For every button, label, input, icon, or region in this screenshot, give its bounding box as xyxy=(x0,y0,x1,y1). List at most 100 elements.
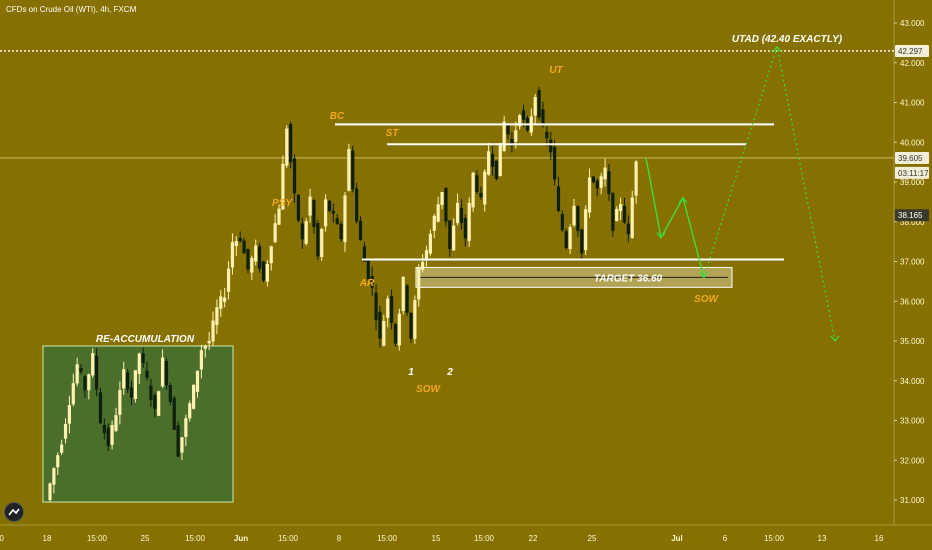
candle-body xyxy=(281,163,285,210)
projection-arrowhead xyxy=(830,335,840,343)
candle-body xyxy=(87,374,91,391)
candle-body xyxy=(106,427,110,447)
price-label-text: 38.165 xyxy=(898,211,923,220)
price-tick-label: 43.000 xyxy=(900,19,925,28)
candle-body xyxy=(599,176,603,188)
candle-body xyxy=(576,206,580,232)
candle-body xyxy=(168,385,172,403)
candle-body xyxy=(386,298,390,318)
annotation-label: PSY xyxy=(272,198,293,209)
projection-arrowhead xyxy=(699,271,709,279)
candle-body xyxy=(568,227,572,250)
candle-body xyxy=(184,418,188,437)
time-tick-label: 22 xyxy=(529,534,538,543)
tradingview-logo-icon[interactable] xyxy=(4,502,24,522)
candle-body xyxy=(129,387,134,398)
candle-body xyxy=(362,246,367,262)
candle-body xyxy=(424,250,429,259)
candle-body xyxy=(405,285,409,313)
candle-body xyxy=(595,180,599,189)
candle-body xyxy=(199,350,203,370)
price-tick-label: 34.000 xyxy=(900,377,925,386)
candle-body xyxy=(607,171,611,195)
candle-body xyxy=(320,229,324,257)
candle-body xyxy=(230,242,235,268)
candle-body xyxy=(370,276,374,288)
annotation-label: BC xyxy=(330,111,345,122)
candle-body xyxy=(141,353,145,364)
time-tick-label: Jun xyxy=(234,534,248,543)
candle-body xyxy=(537,90,541,118)
candle-body xyxy=(48,483,52,501)
candle-body xyxy=(250,257,254,273)
price-tick-label: 40.000 xyxy=(900,138,925,147)
candle-body xyxy=(258,246,262,269)
price-tick-label: 42.000 xyxy=(900,59,925,68)
time-tick-label: 16 xyxy=(875,534,884,543)
annotation-label: ST xyxy=(386,128,400,139)
candle-body xyxy=(67,405,72,424)
price-tick-label: 33.000 xyxy=(900,417,925,426)
time-tick-label: 13 xyxy=(818,534,827,543)
candle-body xyxy=(285,128,289,166)
time-tick-label: 25 xyxy=(588,534,597,543)
candle-body xyxy=(83,376,87,391)
annotation-label: SOW xyxy=(694,294,719,305)
candle-body xyxy=(211,320,215,342)
candle-body xyxy=(409,313,413,339)
candle-body xyxy=(417,267,421,300)
candle-body xyxy=(343,195,347,243)
candle-body xyxy=(292,158,297,194)
candle-body xyxy=(323,199,328,227)
candle-body xyxy=(502,121,506,151)
candle-body xyxy=(238,238,242,242)
candle-body xyxy=(327,200,332,211)
candle-body xyxy=(157,391,161,416)
candle-body xyxy=(572,205,576,226)
price-tick-label: 35.000 xyxy=(900,337,925,346)
candle-body xyxy=(630,197,634,238)
candle-body xyxy=(223,297,227,302)
candle-body xyxy=(203,345,207,349)
candle-body xyxy=(114,415,118,431)
candle-body xyxy=(541,109,545,126)
candle-body xyxy=(444,187,448,222)
candle-body xyxy=(308,196,312,216)
candle-body xyxy=(52,468,56,485)
candle-body xyxy=(56,455,60,468)
price-tick-label: 36.000 xyxy=(900,297,925,306)
candle-body xyxy=(133,370,137,399)
time-tick-label: 15:00 xyxy=(185,534,206,543)
candle-body xyxy=(506,124,510,135)
annotation-label: UTAD (42.40 EXACTLY) xyxy=(732,34,843,45)
candle-body xyxy=(296,194,301,221)
candle-body xyxy=(164,360,169,386)
candle-body xyxy=(498,143,502,177)
candle-body xyxy=(471,172,475,208)
candle-body xyxy=(618,204,623,211)
candle-body xyxy=(463,218,467,239)
projection-solid xyxy=(645,158,705,278)
candle-body xyxy=(149,385,153,401)
candle-body xyxy=(347,149,351,191)
annotation-label: 2 xyxy=(446,367,453,378)
candle-body xyxy=(242,240,246,254)
candle-body xyxy=(339,223,343,240)
candle-body xyxy=(160,357,165,387)
projection-arrowhead xyxy=(772,45,782,53)
candle-body xyxy=(556,186,561,211)
candle-body xyxy=(603,167,607,180)
projection-arrowhead xyxy=(678,196,688,204)
candle-body xyxy=(467,202,471,241)
candle-body xyxy=(382,321,386,346)
time-tick-label: 15:00 xyxy=(764,534,785,543)
annotation-label: UT xyxy=(549,65,563,76)
candle-body xyxy=(510,138,514,146)
candle-body xyxy=(351,150,355,190)
candle-body xyxy=(192,384,196,409)
price-tick-label: 41.000 xyxy=(900,99,925,108)
candle-body xyxy=(304,221,308,244)
candle-body xyxy=(289,124,293,163)
time-tick-label: 15:00 xyxy=(474,534,495,543)
